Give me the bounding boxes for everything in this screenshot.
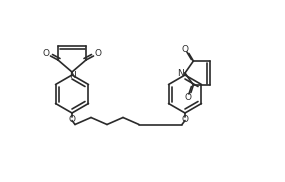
- Text: O: O: [182, 114, 188, 124]
- Text: N: N: [69, 72, 75, 80]
- Text: O: O: [95, 48, 101, 58]
- Text: N: N: [178, 68, 184, 78]
- Text: O: O: [185, 92, 192, 102]
- Text: O: O: [42, 48, 50, 58]
- Text: O: O: [182, 45, 189, 54]
- Text: O: O: [68, 114, 76, 124]
